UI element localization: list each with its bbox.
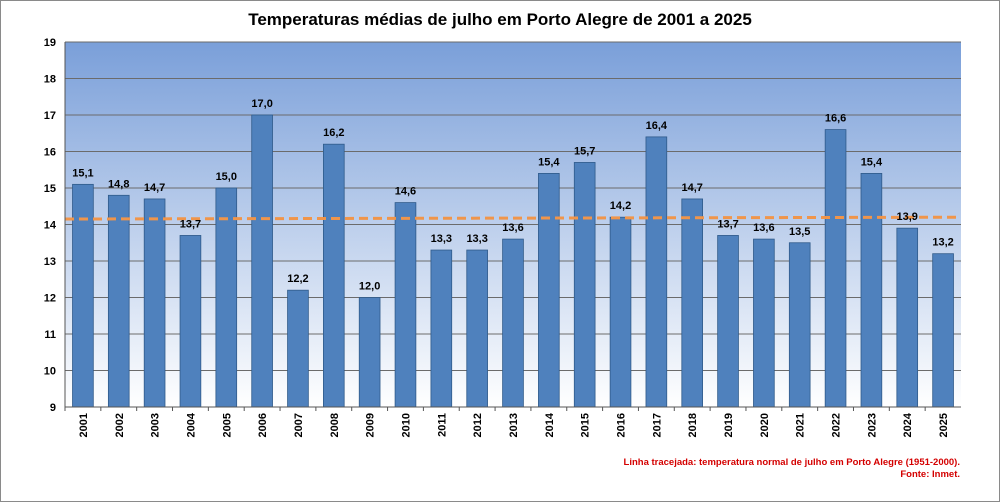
y-tick-label: 12 xyxy=(44,293,56,305)
y-tick-label: 17 xyxy=(44,110,56,122)
bar xyxy=(824,129,847,408)
data-label: 13,3 xyxy=(466,233,487,245)
x-tick-label: 2005 xyxy=(221,413,233,437)
bar xyxy=(287,289,309,408)
x-tick-label: 2002 xyxy=(114,413,126,437)
y-tick-label: 16 xyxy=(44,147,56,159)
bar xyxy=(573,162,596,408)
x-tick-label: 2020 xyxy=(759,413,771,437)
data-label: 14,7 xyxy=(681,182,702,194)
x-tick-label: 2022 xyxy=(831,413,843,437)
data-label: 13,5 xyxy=(789,226,810,238)
data-label: 13,2 xyxy=(932,237,953,249)
bar xyxy=(788,242,811,408)
y-tick-label: 15 xyxy=(44,183,56,195)
note-line-1: Linha tracejada: temperatura normal de j… xyxy=(623,457,960,468)
reference-line xyxy=(64,215,962,221)
x-tick-label: 2023 xyxy=(866,413,878,437)
data-label: 16,2 xyxy=(323,127,344,139)
bar xyxy=(609,216,632,408)
bar xyxy=(896,227,919,408)
x-tick-label: 2003 xyxy=(150,413,162,437)
x-tick-label: 2015 xyxy=(580,413,592,437)
x-tick-label: 2010 xyxy=(400,413,412,437)
y-tick-label: 9 xyxy=(50,402,56,414)
bar xyxy=(251,114,273,408)
x-tick-label: 2007 xyxy=(293,413,305,437)
x-tick-label: 2025 xyxy=(938,413,950,437)
data-label: 14,2 xyxy=(610,200,631,212)
y-tick-label: 11 xyxy=(44,329,56,341)
bar xyxy=(394,202,417,408)
data-label: 12,2 xyxy=(287,273,308,285)
data-label: 15,4 xyxy=(538,156,560,168)
data-label: 17,0 xyxy=(251,98,272,110)
y-tick-label: 13 xyxy=(44,256,56,268)
y-tick-label: 10 xyxy=(44,366,56,378)
x-tick-label: 2016 xyxy=(616,413,628,437)
bar xyxy=(466,249,488,408)
y-tick-label: 14 xyxy=(44,220,57,232)
data-label: 13,7 xyxy=(180,218,201,230)
bar xyxy=(502,238,524,408)
x-tick-label: 2024 xyxy=(902,412,914,437)
data-label: 13,7 xyxy=(717,218,738,230)
x-tick-label: 2017 xyxy=(651,413,663,437)
bar xyxy=(932,253,954,408)
data-label: 13,6 xyxy=(753,222,774,234)
x-tick-label: 2014 xyxy=(544,412,556,437)
bar xyxy=(358,297,381,408)
y-tick-label: 19 xyxy=(44,37,56,49)
x-tick-label: 2018 xyxy=(687,413,699,437)
data-label: 13,6 xyxy=(502,222,523,234)
x-tick-label: 2012 xyxy=(472,413,484,437)
x-tick-label: 2006 xyxy=(257,413,269,437)
bar xyxy=(430,249,453,408)
bar xyxy=(538,172,560,408)
data-label: 15,4 xyxy=(861,156,883,168)
note-line-2: Fonte: Inmet. xyxy=(900,469,960,480)
chart-note: Linha tracejada: temperatura normal de j… xyxy=(624,457,960,481)
bar xyxy=(179,235,202,408)
data-label: 12,0 xyxy=(359,281,380,293)
bar xyxy=(107,194,130,408)
bar xyxy=(681,198,703,408)
y-tick-label: 18 xyxy=(44,74,56,86)
x-tick-label: 2001 xyxy=(78,413,90,437)
x-tick-label: 2013 xyxy=(508,413,520,437)
bar xyxy=(717,235,739,408)
data-label: 14,8 xyxy=(108,178,129,190)
bar xyxy=(645,136,668,408)
x-tick-label: 2019 xyxy=(723,413,735,437)
data-label: 14,7 xyxy=(144,182,165,194)
data-label: 15,7 xyxy=(574,145,595,157)
x-tick-label: 2011 xyxy=(436,413,448,437)
data-label: 16,6 xyxy=(825,113,846,125)
chart-title: Temperaturas médias de julho em Porto Al… xyxy=(248,10,752,29)
bar xyxy=(323,143,345,408)
bar xyxy=(860,172,883,408)
data-label: 14,6 xyxy=(395,186,416,198)
x-tick-label: 2009 xyxy=(365,413,377,437)
x-tick-label: 2021 xyxy=(795,413,807,437)
data-label: 16,4 xyxy=(646,120,668,132)
data-label: 15,1 xyxy=(72,167,93,179)
bar xyxy=(215,187,238,408)
bar xyxy=(143,198,166,408)
data-label: 15,0 xyxy=(216,171,237,183)
data-label: 13,3 xyxy=(431,233,452,245)
x-tick-label: 2008 xyxy=(329,413,341,437)
data-label: 13,9 xyxy=(897,211,918,223)
x-tick-label: 2004 xyxy=(185,412,197,437)
bar xyxy=(753,238,775,408)
